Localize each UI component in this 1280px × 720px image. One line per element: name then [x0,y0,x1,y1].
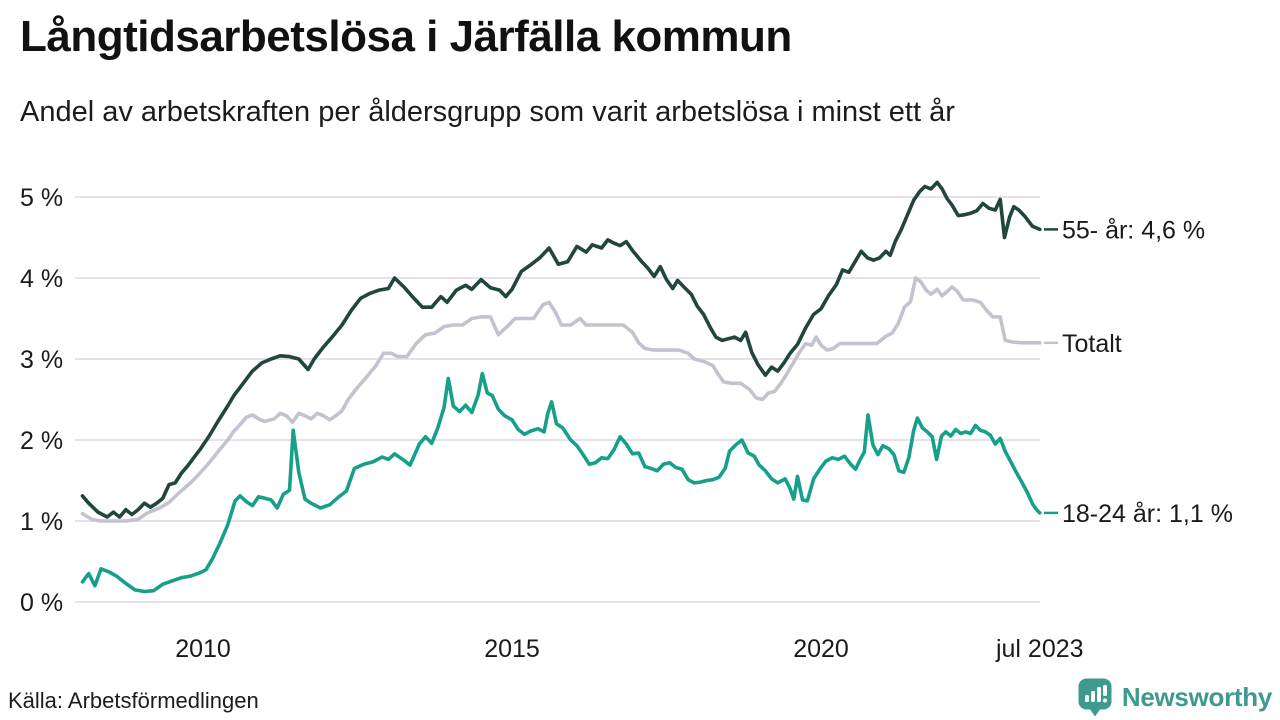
series-line-totalt [80,276,1042,523]
x-tick-label: 2010 [175,635,231,663]
y-tick-label: 2 % [20,427,63,455]
series-end-label-55plus: 55- år: 4,6 % [1062,216,1205,244]
series-line-18-24 [80,371,1042,594]
x-tick-label: 2020 [793,635,849,663]
newsworthy-logo-icon [1078,678,1112,717]
x-tick-label: jul 2023 [995,635,1084,663]
y-tick-label: 3 % [20,346,63,374]
y-tick-label: 0 % [20,589,63,617]
series-end-label-totalt: Totalt [1062,330,1122,358]
newsworthy-logo-text: Newsworthy [1121,682,1272,712]
series-line-55plus [80,180,1042,519]
page-title: Långtidsarbetslösa i Järfälla kommun [20,12,792,61]
newsworthy-logo: Newsworthy [1078,678,1272,717]
source-note: Källa: Arbetsförmedlingen [8,688,259,713]
series-end-label-18-24: 18-24 år: 1,1 % [1062,500,1233,528]
chart-subtitle: Andel av arbetskraften per åldersgrupp s… [20,96,955,128]
y-tick-label: 1 % [20,508,63,536]
y-tick-label: 4 % [20,265,63,293]
x-tick-label: 2015 [484,635,540,663]
y-tick-label: 5 % [20,184,63,212]
